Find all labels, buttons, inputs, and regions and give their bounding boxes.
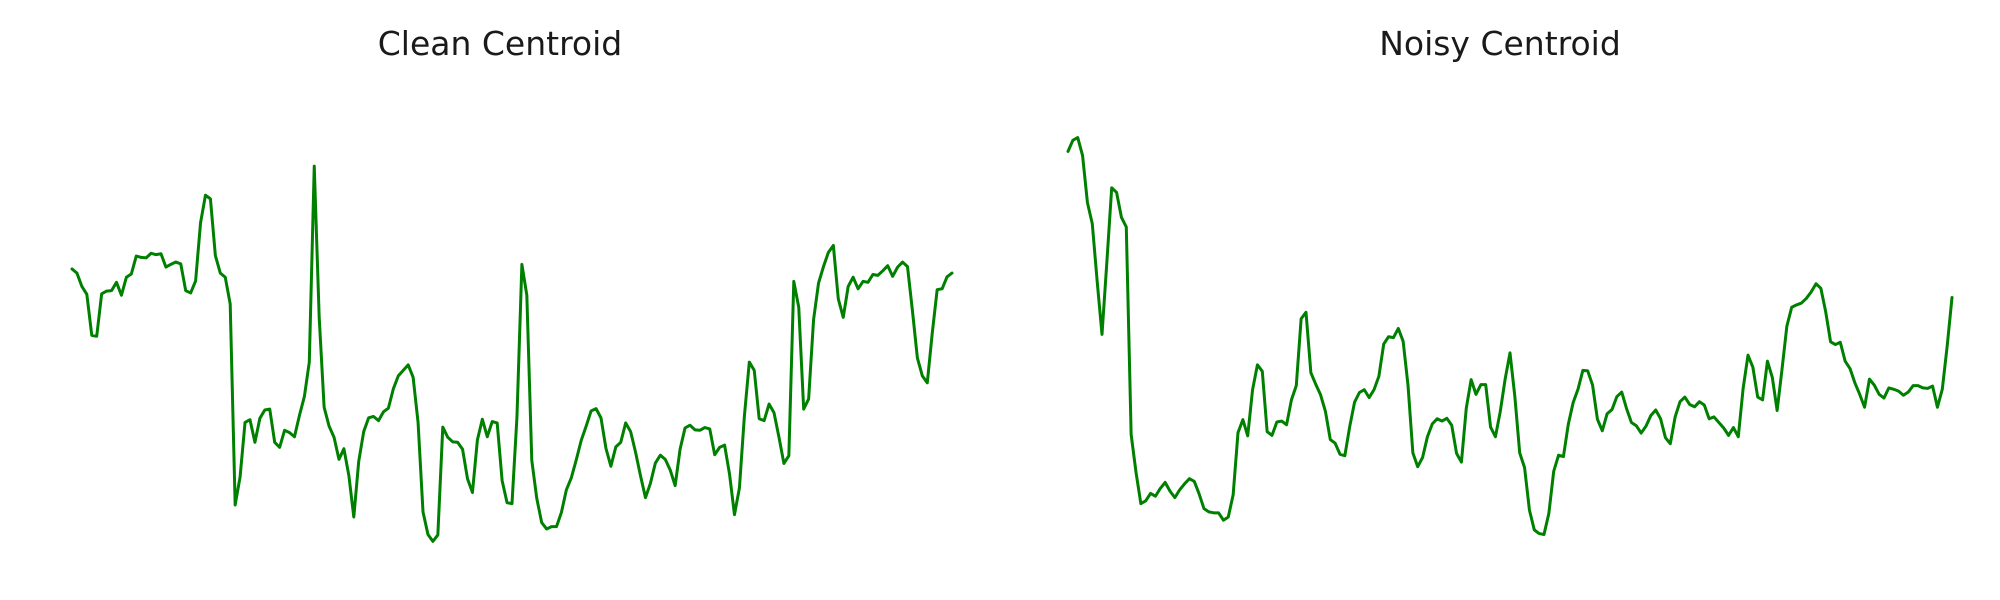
chart-title-noisy: Noisy Centroid	[1379, 24, 1621, 63]
noisy-centroid-panel: Noisy Centroid	[1000, 0, 2000, 600]
clean-centroid-line	[70, 164, 954, 543]
noisy-centroid-line	[1066, 136, 1954, 536]
clean-centroid-panel: Clean Centroid	[70, 24, 954, 543]
noisy-centroid-plot	[1066, 136, 1954, 536]
chart-title-clean: Clean Centroid	[377, 24, 623, 63]
clean-centroid-plot	[70, 164, 954, 543]
